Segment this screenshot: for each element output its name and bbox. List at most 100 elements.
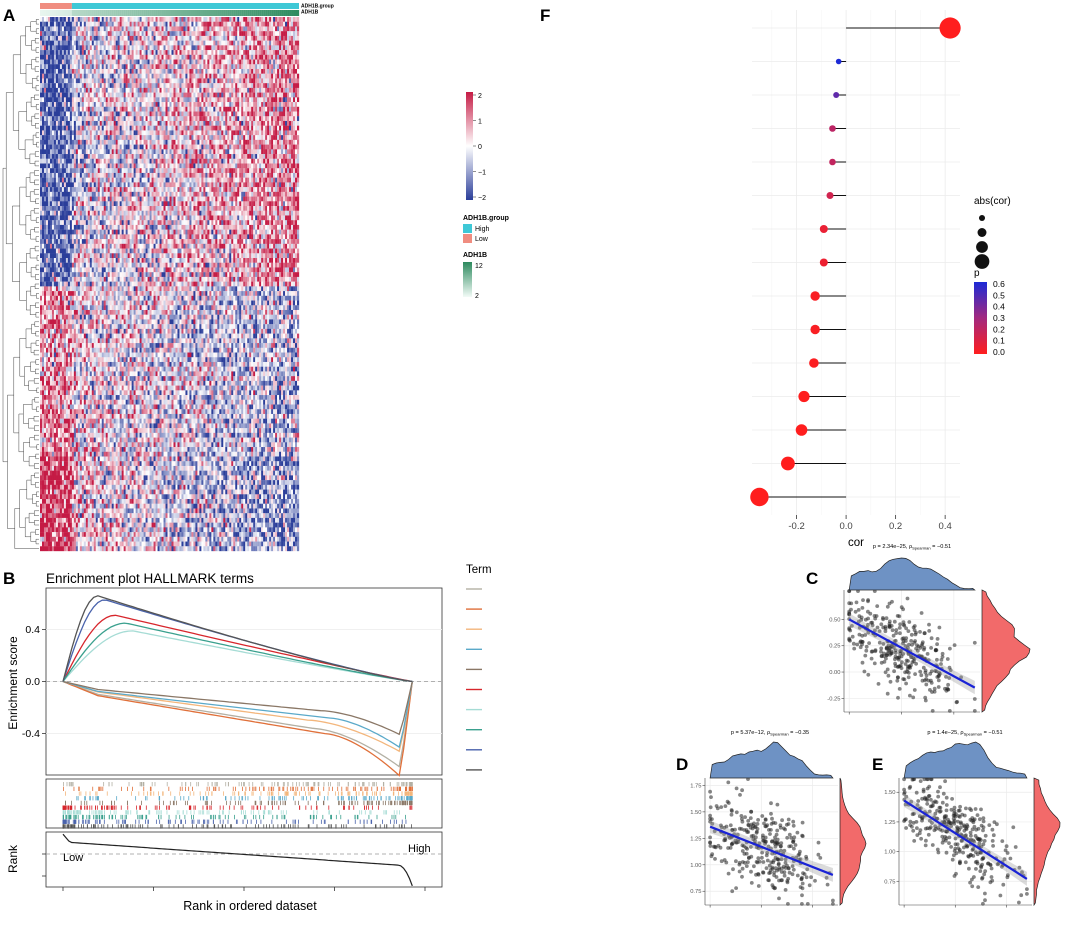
heatmap-cell: [77, 168, 80, 174]
heatmap-cell: [131, 163, 134, 169]
heatmap-cell: [191, 106, 194, 112]
heatmap-cell: [105, 116, 108, 122]
heatmap-cell: [129, 182, 132, 188]
heatmap-cell: [173, 163, 176, 169]
heatmap-cell: [185, 87, 188, 93]
heatmap-cell: [263, 158, 266, 164]
heatmap-cell: [229, 68, 232, 74]
heatmap-cell: [209, 21, 212, 27]
heatmap-cell: [275, 26, 278, 32]
heatmap-cell: [105, 111, 108, 117]
heatmap-cell: [165, 163, 168, 169]
heatmap-cell: [99, 78, 102, 84]
heatmap-cell: [53, 116, 57, 122]
heatmap-cell: [247, 139, 250, 145]
heatmap-cell: [261, 26, 264, 32]
heatmap-cell: [175, 168, 178, 174]
heatmap-cell: [51, 102, 55, 107]
heatmap-cell: [53, 17, 57, 22]
heatmap-cell: [89, 87, 92, 93]
heatmap-cell: [191, 144, 194, 150]
heatmap-cell: [81, 73, 84, 79]
heatmap-cell: [257, 21, 260, 27]
heatmap-cell: [149, 50, 152, 55]
heatmap-cell: [267, 40, 270, 46]
dendrogram-branch: [34, 151, 39, 157]
heatmap-cell: [47, 177, 51, 183]
heatmap-cell: [257, 158, 260, 164]
heatmap-cell: [79, 139, 82, 145]
heatmap-cell: [173, 172, 176, 178]
heatmap-cell: [40, 26, 43, 32]
heatmap-cell: [151, 154, 154, 159]
heatmap-cell: [283, 182, 286, 188]
heatmap-cell: [143, 73, 146, 79]
dendrogram-branch: [19, 262, 27, 301]
heatmap-cell: [225, 182, 228, 188]
heatmap-cell: [101, 92, 104, 98]
heatmap-cell: [113, 130, 116, 136]
heatmap-cell: [195, 102, 198, 107]
heatmap-cell: [139, 187, 142, 192]
heatmap-cell: [175, 116, 178, 122]
heatmap-cell: [265, 168, 268, 174]
heatmap-cell: [47, 144, 51, 150]
heatmap-cell: [271, 54, 274, 60]
heatmap-cell: [205, 92, 208, 98]
heatmap-cell: [237, 182, 240, 188]
heatmap-cell: [83, 31, 86, 37]
heatmap-cell: [57, 106, 61, 112]
heatmap-cell: [269, 64, 272, 70]
heatmap-cell: [97, 135, 100, 141]
heatmap-cell: [231, 83, 234, 89]
heatmap-cell: [65, 158, 69, 164]
heatmap-cell: [117, 168, 120, 174]
heatmap-cell: [173, 106, 176, 112]
heatmap-cell: [263, 50, 266, 55]
heatmap-cell: [97, 35, 100, 41]
heatmap-cell: [109, 54, 112, 60]
heatmap-cell: [149, 106, 152, 112]
heatmap-cell: [289, 78, 292, 84]
heatmap-cell: [147, 92, 150, 98]
heatmap-cell: [133, 59, 136, 65]
heatmap-cell: [119, 64, 122, 70]
heatmap-cell: [235, 31, 238, 37]
heatmap-cell: [289, 116, 292, 122]
heatmap-cell: [107, 54, 110, 60]
heatmap-cell: [225, 130, 228, 136]
heatmap-cell: [63, 116, 67, 122]
heatmap-cell: [83, 26, 86, 32]
heatmap-cell: [115, 144, 118, 150]
heatmap-cell: [285, 116, 288, 122]
heatmap-cell: [125, 154, 128, 159]
heatmap-cell: [63, 68, 67, 74]
heatmap-cell: [211, 64, 214, 70]
heatmap-cell: [271, 135, 274, 141]
heatmap-cell: [189, 149, 192, 155]
heatmap-cell: [141, 106, 144, 112]
heatmap-cell: [285, 130, 288, 136]
heatmap-cell: [199, 130, 202, 136]
heatmap-panel: ADH1B.group ADH1B 2 1 0 −1 −2 ADH1B.grou…: [2, 3, 509, 552]
heatmap-cell: [291, 73, 294, 79]
heatmap-cell: [191, 154, 194, 159]
heatmap-cell: [47, 87, 51, 93]
heatmap-cell: [199, 163, 202, 169]
heatmap-cell: [101, 125, 104, 131]
heatmap-cell: [119, 182, 122, 188]
heatmap-cell: [273, 26, 276, 32]
heatmap-cell: [77, 17, 80, 22]
panel-letter-f: F: [540, 6, 550, 25]
heatmap-cell: [151, 177, 154, 183]
heatmap-cell: [95, 130, 98, 136]
heatmap-cell: [293, 35, 296, 41]
heatmap-cell: [47, 35, 51, 41]
heatmap-cell: [173, 83, 176, 89]
heatmap-cell: [263, 92, 266, 98]
heatmap-cell: [77, 83, 80, 89]
heatmap-cell: [167, 163, 170, 169]
heatmap-cell: [133, 45, 136, 51]
heatmap-cell: [215, 40, 218, 46]
heatmap-cell: [177, 139, 180, 145]
